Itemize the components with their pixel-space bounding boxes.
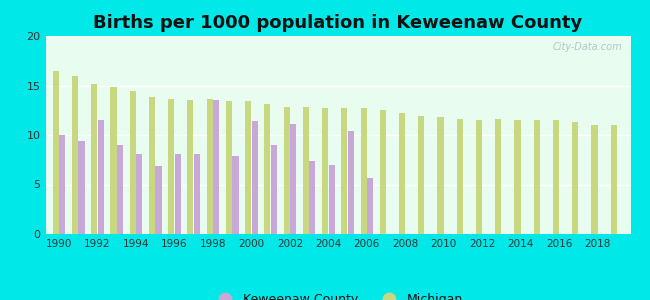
Bar bbox=[476, 120, 482, 234]
Bar bbox=[252, 121, 258, 234]
Bar bbox=[98, 120, 104, 234]
Bar bbox=[380, 110, 386, 234]
Bar bbox=[322, 108, 328, 234]
Bar bbox=[136, 154, 142, 234]
Bar bbox=[213, 100, 219, 234]
Bar bbox=[232, 156, 239, 234]
Bar bbox=[367, 178, 373, 234]
Bar bbox=[437, 117, 444, 234]
Bar bbox=[341, 108, 348, 234]
Bar bbox=[91, 83, 98, 234]
Bar bbox=[348, 131, 354, 234]
Bar bbox=[592, 125, 597, 234]
Bar bbox=[309, 161, 315, 234]
Legend: Keweenaw County, Michigan: Keweenaw County, Michigan bbox=[208, 288, 468, 300]
Bar bbox=[495, 119, 501, 234]
Bar bbox=[226, 101, 232, 234]
Bar bbox=[514, 120, 521, 234]
Bar bbox=[53, 71, 58, 234]
Bar bbox=[611, 125, 617, 234]
Bar bbox=[79, 141, 84, 234]
Bar bbox=[155, 166, 162, 234]
Bar bbox=[328, 165, 335, 234]
Bar bbox=[534, 120, 540, 234]
Bar bbox=[194, 154, 200, 234]
Bar bbox=[303, 107, 309, 234]
Bar bbox=[207, 99, 213, 234]
Bar bbox=[290, 124, 296, 234]
Bar bbox=[271, 145, 277, 234]
Bar bbox=[283, 107, 290, 234]
Bar bbox=[361, 108, 367, 234]
Bar bbox=[149, 98, 155, 234]
Bar bbox=[187, 100, 194, 234]
Bar bbox=[418, 116, 424, 234]
Bar bbox=[572, 122, 578, 234]
Bar bbox=[117, 145, 123, 234]
Bar bbox=[72, 76, 78, 234]
Bar bbox=[59, 135, 65, 234]
Bar bbox=[129, 92, 136, 234]
Bar bbox=[175, 154, 181, 234]
Bar bbox=[111, 88, 116, 234]
Bar bbox=[245, 101, 251, 234]
Bar bbox=[168, 99, 174, 234]
Bar bbox=[265, 104, 270, 234]
Text: City-Data.com: City-Data.com bbox=[552, 42, 621, 52]
Bar bbox=[553, 120, 559, 234]
Bar bbox=[399, 113, 405, 234]
Bar bbox=[457, 119, 463, 234]
Title: Births per 1000 population in Keweenaw County: Births per 1000 population in Keweenaw C… bbox=[94, 14, 582, 32]
